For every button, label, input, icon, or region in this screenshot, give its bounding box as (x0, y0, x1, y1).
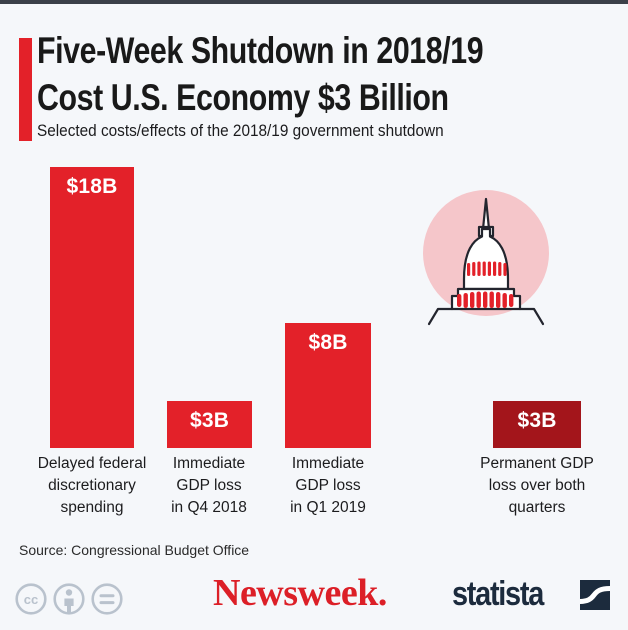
statista-wordmark[interactable]: statista (452, 575, 544, 613)
title-accent-bar (19, 38, 32, 141)
capitol-right-wing (518, 307, 545, 326)
bar-value-label: $3B (517, 409, 557, 432)
attribution-icon[interactable] (53, 583, 85, 615)
bar-group-permanent-gdp-loss: $3B (493, 401, 581, 448)
category-label-gdp-loss-q4-2018: Immediate GDP loss in Q4 2018 (129, 453, 289, 519)
capitol-windows (457, 261, 514, 308)
bar-permanent-gdp-loss: $3B (493, 401, 581, 448)
bar-delayed-spending: $18B (50, 167, 134, 448)
chart-title: Five-Week Shutdown in 2018/19 Cost U.S. … (37, 27, 628, 121)
category-label-gdp-loss-q1-2019: Immediate GDP loss in Q1 2019 (248, 453, 408, 519)
chart-subtitle: Selected costs/effects of the 2018/19 go… (37, 122, 444, 140)
bar-gdp-loss-q4-2018: $3B (167, 401, 252, 448)
label-line: in Q4 2018 (171, 499, 247, 516)
bar-value-label: $8B (308, 331, 348, 354)
bar-gdp-loss-q1-2019: $8B (285, 323, 371, 448)
category-label-delayed-spending: Delayed federal discretionary spending (12, 453, 172, 519)
label-line: spending (60, 499, 124, 516)
attribution-glyph (64, 589, 74, 612)
statista-logo-icon[interactable] (580, 580, 610, 610)
newsweek-logo[interactable]: Newsweek. (213, 572, 387, 614)
cc-icon[interactable] (15, 583, 47, 615)
top-border-strip (0, 0, 628, 4)
bar-value-label: $3B (189, 409, 230, 432)
no-derivatives-icon[interactable] (91, 583, 123, 615)
label-line: Delayed federal (37, 455, 147, 472)
bar-value-label: $18B (66, 175, 118, 198)
capitol-left-wing (427, 307, 454, 326)
label-line: quarters (508, 499, 566, 516)
label-line: Immediate (172, 455, 246, 472)
label-line: GDP loss (295, 477, 361, 494)
source-note: Source: Congressional Budget Office (19, 542, 250, 558)
bar-group-delayed-spending: $18B (50, 167, 134, 448)
label-line: in Q1 2019 (290, 499, 366, 516)
cc-glyph: cc (24, 592, 38, 607)
capitol-building-icon (423, 190, 549, 326)
label-line: loss over both (488, 477, 586, 494)
bar-group-gdp-loss-q4-2018: $3B (167, 401, 252, 448)
chart-title-line2: Cost U.S. Economy $3 Billion (37, 77, 449, 118)
category-label-permanent-gdp-loss: Permanent GDP loss over both quarters (457, 453, 617, 519)
label-line: Immediate (291, 455, 365, 472)
cc-license-icons[interactable]: cc (14, 582, 126, 618)
bar-group-gdp-loss-q1-2019: $8B (285, 323, 371, 448)
chart-title-line1: Five-Week Shutdown in 2018/19 (37, 30, 484, 71)
no-derivatives-glyph (99, 594, 115, 605)
label-line: Permanent GDP (480, 455, 594, 472)
label-line: GDP loss (176, 477, 242, 494)
label-line: discretionary (48, 477, 136, 494)
